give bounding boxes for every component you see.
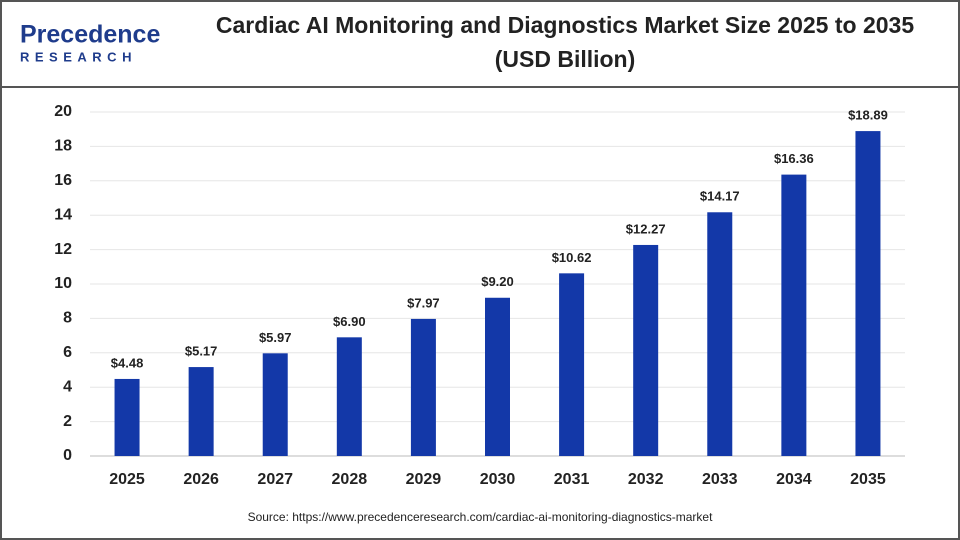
y-tick-label: 16 xyxy=(54,172,72,189)
value-label: $6.90 xyxy=(333,314,366,329)
bar xyxy=(188,367,214,456)
x-tick-label: 2025 xyxy=(109,471,145,488)
x-tick-label: 2032 xyxy=(628,471,664,488)
x-tick-label: 2031 xyxy=(554,471,590,488)
x-tick-label: 2035 xyxy=(850,471,886,488)
chart-title: Cardiac AI Monitoring and Diagnostics Ma… xyxy=(215,12,915,72)
bar xyxy=(855,131,881,457)
bar xyxy=(410,318,436,456)
bar xyxy=(114,378,140,456)
bar xyxy=(707,212,733,456)
bar xyxy=(559,273,585,456)
value-label: $14.17 xyxy=(700,189,740,204)
x-tick-label: 2033 xyxy=(702,471,738,488)
y-tick-label: 4 xyxy=(63,378,72,395)
y-tick-label: 0 xyxy=(63,447,72,464)
y-tick-label: 18 xyxy=(54,138,72,155)
y-tick-label: 12 xyxy=(54,241,72,258)
x-tick-label: 2027 xyxy=(257,471,293,488)
bar xyxy=(262,353,288,456)
y-tick-label: 14 xyxy=(54,206,72,223)
value-label: $5.97 xyxy=(259,330,292,345)
x-tick-label: 2026 xyxy=(183,471,219,488)
bar xyxy=(336,337,362,456)
value-label: $7.97 xyxy=(407,295,440,310)
x-tick-label: 2034 xyxy=(776,471,812,488)
value-label: $4.48 xyxy=(111,355,144,370)
value-label: $12.27 xyxy=(626,221,666,236)
y-tick-label: 20 xyxy=(54,103,72,120)
x-tick-label: 2030 xyxy=(480,471,516,488)
x-tick-label: 2028 xyxy=(332,471,368,488)
y-tick-label: 6 xyxy=(63,344,72,361)
value-label: $5.17 xyxy=(185,344,218,359)
value-label: $16.36 xyxy=(774,151,814,166)
y-tick-label: 2 xyxy=(63,413,72,430)
bar xyxy=(485,297,510,456)
y-tick-label: 10 xyxy=(54,275,72,292)
y-tick-label: 8 xyxy=(63,310,72,327)
logo-name: Precedence xyxy=(20,21,160,49)
source: Source: https://www.precedenceresearch.c… xyxy=(248,510,714,524)
bar xyxy=(633,244,659,456)
logo-tagline: RESEARCH xyxy=(20,49,137,64)
value-label: $18.89 xyxy=(848,108,888,123)
x-tick-label: 2029 xyxy=(406,471,442,488)
value-label: $9.20 xyxy=(481,274,514,289)
bar xyxy=(781,174,807,456)
value-label: $10.62 xyxy=(552,250,592,265)
